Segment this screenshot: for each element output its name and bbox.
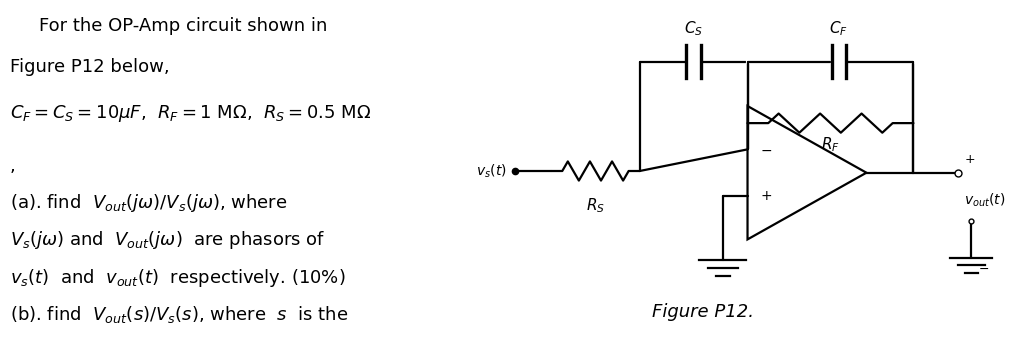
Text: $-$: $-$ bbox=[760, 142, 772, 156]
Text: (a). find  $V_{out}(j\omega)/V_s(j\omega)$, where: (a). find $V_{out}(j\omega)/V_s(j\omega)… bbox=[9, 192, 287, 213]
Text: For the OP-Amp circuit shown in: For the OP-Amp circuit shown in bbox=[39, 17, 327, 35]
Text: $C_S$: $C_S$ bbox=[684, 19, 703, 38]
Text: $v_s(t)$  and  $v_{out}(t)$  respectively. (10%): $v_s(t)$ and $v_{out}(t)$ respectively. … bbox=[9, 267, 345, 289]
Text: (b). find  $V_{out}(s)/V_s(s)$, where  $s$  is the: (b). find $V_{out}(s)/V_s(s)$, where $s$… bbox=[9, 304, 348, 325]
Text: $v_s(t)$: $v_s(t)$ bbox=[476, 162, 507, 180]
Text: ,: , bbox=[9, 157, 15, 175]
Text: $-$: $-$ bbox=[978, 262, 989, 275]
Text: $R_F$: $R_F$ bbox=[821, 135, 840, 154]
Text: $C_F = C_S = 10\mu F$,  $R_F = 1$ M$\Omega$,  $R_S = 0.5$ M$\Omega$: $C_F = C_S = 10\mu F$, $R_F = 1$ M$\Omeg… bbox=[9, 103, 371, 123]
Text: $R_S$: $R_S$ bbox=[586, 197, 605, 215]
Text: Figure P12 below,: Figure P12 below, bbox=[9, 58, 169, 76]
Text: Figure P12.: Figure P12. bbox=[652, 303, 755, 321]
Text: $V_s(j\omega)$ and  $V_{out}(j\omega)$  are phasors of: $V_s(j\omega)$ and $V_{out}(j\omega)$ ar… bbox=[9, 229, 325, 251]
Text: $v_{out}(t)$: $v_{out}(t)$ bbox=[965, 192, 1006, 209]
Text: $+$: $+$ bbox=[760, 189, 772, 203]
Text: $+$: $+$ bbox=[965, 153, 976, 166]
Text: $C_F$: $C_F$ bbox=[829, 19, 848, 38]
